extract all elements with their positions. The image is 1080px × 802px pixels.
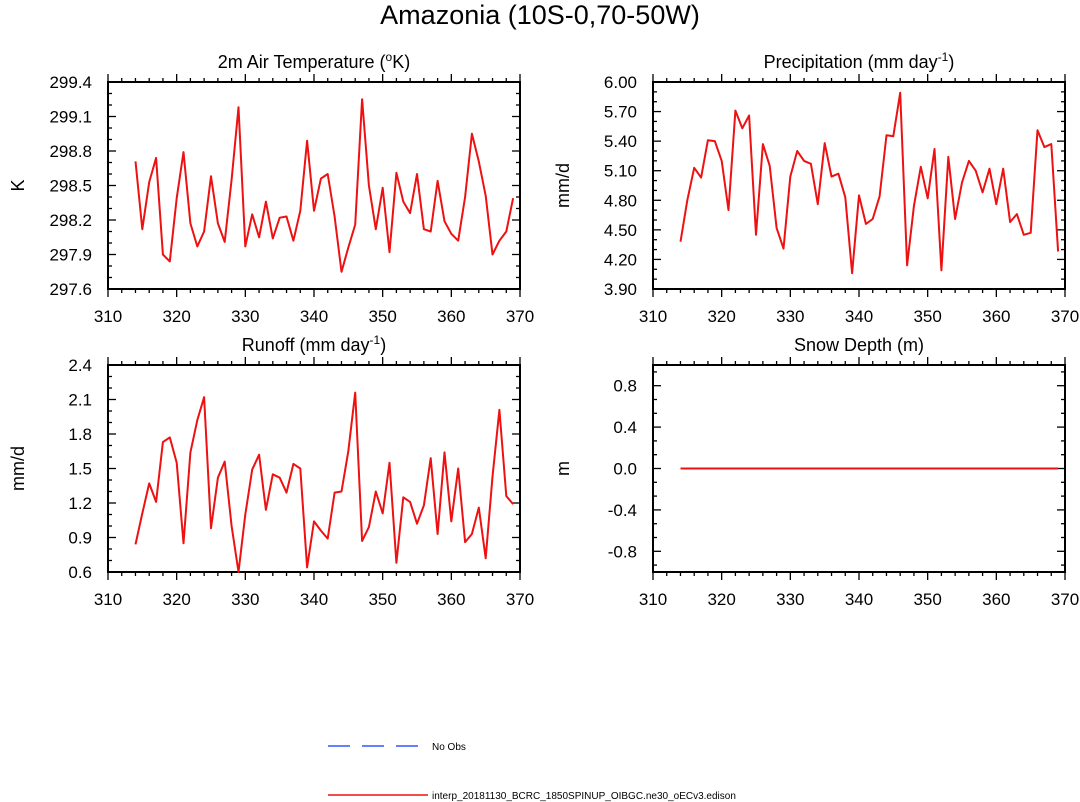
- y-tick-label: -0.4: [608, 501, 637, 520]
- chart-title: Snow Depth (m): [794, 335, 924, 355]
- y-tick-label: 297.9: [49, 246, 92, 265]
- x-tick-label: 310: [94, 590, 122, 609]
- chart-title-sup: o: [386, 50, 393, 64]
- chart-title: Precipitation (mm day-1): [764, 50, 955, 72]
- chart-panel-3: Snow Depth (m) m 310 320 330 340 350 360 370 -0.8…: [553, 335, 1079, 609]
- chart-title-main: Precipitation (mm day: [764, 52, 938, 72]
- x-tick-label: 310: [639, 307, 667, 326]
- x-tick-label: 340: [300, 590, 328, 609]
- x-tick-label: 360: [437, 590, 465, 609]
- y-tick-label: 4.50: [604, 221, 637, 240]
- y-axis-label: mm/d: [8, 446, 28, 491]
- x-tick-label: 330: [776, 590, 804, 609]
- y-tick-label: 6.00: [604, 73, 637, 92]
- x-tick-label: 370: [506, 307, 534, 326]
- y-tick-label: 0.9: [68, 529, 92, 548]
- chart-title-sup: -1: [370, 333, 381, 347]
- x-tick-label: 330: [776, 307, 804, 326]
- x-tick-label: 340: [300, 307, 328, 326]
- series-line: [679, 91, 1060, 275]
- chart-title-sup: -1: [938, 50, 949, 64]
- chart-panel-1: Precipitation (mm day-1) mm/d 310 320 330 340…: [553, 50, 1079, 326]
- y-tick-label: 0.0: [613, 460, 637, 479]
- y-tick-label: 298.8: [49, 142, 92, 161]
- legend-label-model: interp_20181130_BCRC_1850SPINUP_OIBGC.ne…: [432, 791, 736, 802]
- x-tick-label: 350: [368, 307, 396, 326]
- y-axis-label: m: [553, 461, 573, 476]
- y-tick-label: 3.90: [604, 280, 637, 299]
- y-tick-label: 297.6: [49, 280, 92, 299]
- chart-title: 2m Air Temperature (oK): [218, 50, 410, 72]
- chart-panel-0: 2m Air Temperature (oK) K 310 320 330 340 350 3…: [8, 50, 534, 326]
- chart-title-end: ): [948, 52, 954, 72]
- chart-title-end: ): [380, 335, 386, 355]
- y-tick-label: 1.2: [68, 494, 92, 513]
- chart-panel-2: Runoff (mm day-1) mm/d 310 320 330 340 350 360 3…: [8, 333, 534, 609]
- x-tick-label: 340: [845, 590, 873, 609]
- y-tick-label: 4.20: [604, 250, 637, 269]
- y-tick-label: 0.6: [68, 563, 92, 582]
- y-tick-label: 2.1: [68, 391, 92, 410]
- y-tick-label: 5.70: [604, 103, 637, 122]
- x-tick-label: 350: [913, 590, 941, 609]
- y-tick-label: 298.5: [49, 177, 92, 196]
- x-tick-label: 320: [162, 590, 190, 609]
- x-tick-label: 320: [707, 307, 735, 326]
- legend: No Obs interp_20181130_BCRC_1850SPINUP_O…: [328, 742, 736, 802]
- chart-title-main: 2m Air Temperature (: [218, 52, 386, 72]
- x-tick-label: 330: [231, 307, 259, 326]
- legend-label-no-obs: No Obs: [432, 742, 466, 753]
- chart-title-main: Snow Depth (m): [794, 335, 924, 355]
- y-axis-label: K: [8, 179, 28, 191]
- x-tick-label: 360: [982, 590, 1010, 609]
- y-tick-label: 0.4: [613, 418, 637, 437]
- y-tick-label: -0.8: [608, 542, 637, 561]
- chart-title-main: Runoff (mm day: [242, 335, 370, 355]
- y-axis-label: mm/d: [553, 163, 573, 208]
- y-tick-label: 4.80: [604, 191, 637, 210]
- y-tick-label: 299.1: [49, 108, 92, 127]
- x-tick-label: 350: [913, 307, 941, 326]
- x-tick-label: 360: [982, 307, 1010, 326]
- x-tick-label: 370: [1051, 307, 1079, 326]
- x-tick-label: 340: [845, 307, 873, 326]
- y-tick-label: 1.8: [68, 425, 92, 444]
- x-tick-label: 320: [707, 590, 735, 609]
- x-tick-label: 310: [639, 590, 667, 609]
- series-line: [134, 391, 514, 573]
- x-tick-label: 360: [437, 307, 465, 326]
- x-tick-label: 320: [162, 307, 190, 326]
- chart-title-end: K): [392, 52, 410, 72]
- y-tick-label: 298.2: [49, 211, 92, 230]
- panels: 2m Air Temperature (oK) K 310 320 330 340 350 3…: [8, 50, 1079, 609]
- chart-title: Runoff (mm day-1): [242, 333, 386, 355]
- y-tick-label: 5.40: [604, 132, 637, 151]
- x-tick-label: 350: [368, 590, 396, 609]
- x-tick-label: 370: [506, 590, 534, 609]
- x-tick-label: 310: [94, 307, 122, 326]
- y-tick-label: 2.4: [68, 356, 92, 375]
- y-tick-label: 0.8: [613, 377, 637, 396]
- figure-title: Amazonia (10S-0,70-50W): [380, 0, 700, 30]
- y-tick-label: 299.4: [49, 73, 92, 92]
- y-tick-label: 1.5: [68, 460, 92, 479]
- x-tick-label: 330: [231, 590, 259, 609]
- x-tick-label: 370: [1051, 590, 1079, 609]
- series-line: [134, 98, 515, 273]
- y-tick-label: 5.10: [604, 162, 637, 181]
- plot-frame: [652, 81, 1066, 290]
